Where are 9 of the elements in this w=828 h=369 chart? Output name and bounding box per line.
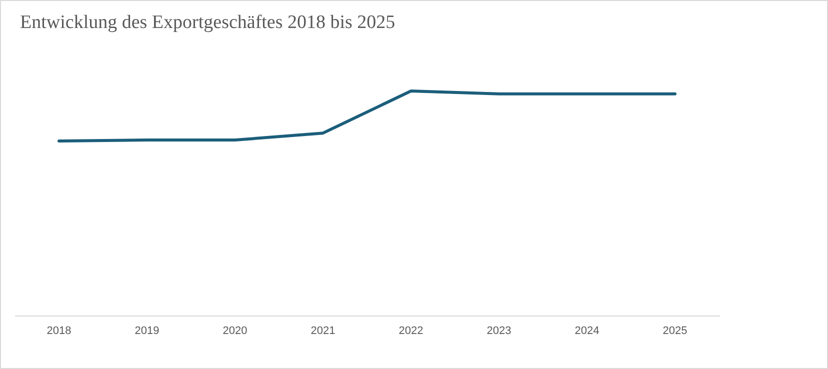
x-tick-label: 2023 [486,325,512,337]
chart-title: Entwicklung des Exportgeschäftes 2018 bis 2025 [20,12,396,33]
x-tick-label: 2021 [310,325,336,337]
x-tick-label: 2019 [134,325,160,337]
x-tick-label: 2018 [46,325,72,337]
x-tick-label: 2020 [222,325,248,337]
x-tick-label: 2024 [574,325,600,337]
x-tick-label: 2022 [398,325,424,337]
x-tick-label: 2025 [662,325,688,337]
